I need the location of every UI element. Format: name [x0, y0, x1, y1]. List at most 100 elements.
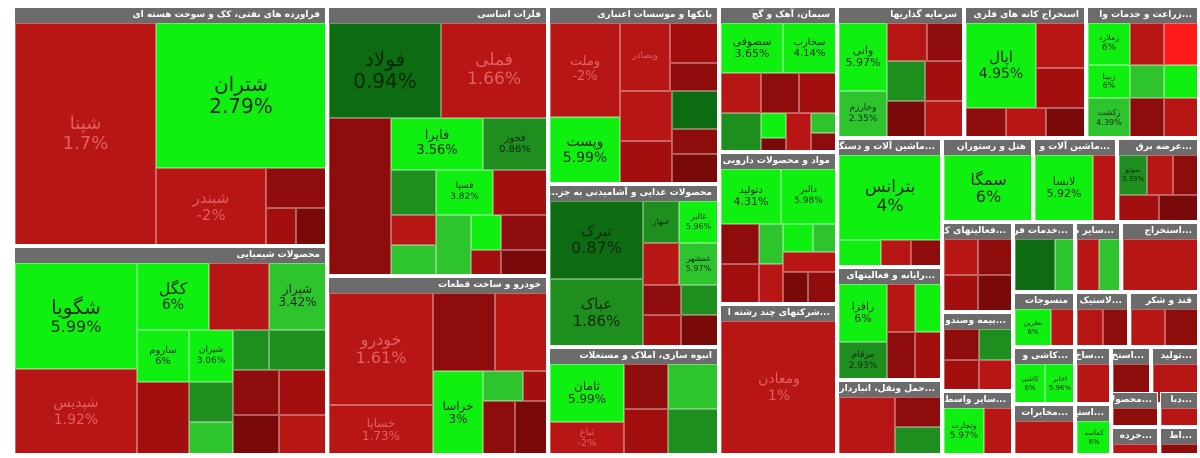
tile-small[interactable]: [681, 315, 717, 345]
tile-small[interactable]: [1165, 309, 1197, 345]
tile-small[interactable]: [1164, 65, 1197, 98]
tile-small[interactable]: [895, 397, 940, 427]
tile-small[interactable]: [811, 133, 835, 150]
tile-small[interactable]: [984, 408, 1011, 453]
tile-small[interactable]: [783, 224, 813, 252]
tile-small[interactable]: [391, 245, 436, 274]
tile-small[interactable]: [887, 101, 925, 136]
tile-small[interactable]: [721, 264, 759, 302]
tile-small[interactable]: [1173, 155, 1197, 195]
tile-small[interactable]: [670, 23, 717, 63]
tile-small[interactable]: [915, 332, 940, 378]
tile-akhaber[interactable]: اخابر 5.96%: [1045, 364, 1073, 402]
tile-small[interactable]: [233, 415, 279, 453]
tile-small[interactable]: [624, 409, 668, 453]
tile-small[interactable]: [233, 370, 279, 415]
tile-small[interactable]: [761, 138, 786, 150]
tile-small[interactable]: [266, 208, 296, 244]
tile-small[interactable]: [391, 170, 436, 215]
sector-rubber[interactable]: ...لاستیک و: [1076, 293, 1128, 346]
tile-small[interactable]: [209, 263, 269, 330]
tile-small[interactable]: [1015, 421, 1073, 453]
tile-small[interactable]: [1077, 364, 1109, 402]
tile-small[interactable]: [783, 272, 808, 302]
sector-metals[interactable]: فلزات اساسی فولاد 0.94% فملی 1.66% فایرا…: [328, 7, 547, 275]
tile-abak[interactable]: عباک 1.86%: [550, 279, 643, 345]
tile-small[interactable]: [279, 370, 325, 415]
tile-samga[interactable]: سمگا 6%: [944, 155, 1031, 220]
tile-small[interactable]: [1077, 309, 1103, 345]
tile-kamasa[interactable]: کماسه 6%: [1077, 421, 1109, 453]
tile-sabad[interactable]: ثباغ -2%: [550, 422, 624, 453]
tile-small[interactable]: [1131, 309, 1165, 345]
sector-realestate[interactable]: انبوه سازی، املاک و مستغلات ثامان 5.99% …: [549, 348, 718, 454]
tile-saman[interactable]: ثامان 5.99%: [550, 364, 624, 422]
sector-agri[interactable]: ...زراعت و خدمات وا زملارد 6% زبینا 6% ز…: [1087, 7, 1198, 137]
tile-vani[interactable]: وانی 5.97%: [839, 23, 887, 91]
tile-foolad2[interactable]: فخوز 0.86%: [483, 118, 546, 170]
tile-small[interactable]: [808, 272, 835, 302]
tile-small[interactable]: [1119, 195, 1159, 220]
sector-small1[interactable]: ...دبا: [1160, 392, 1198, 426]
sector-extraction[interactable]: ...استخراج: [1122, 223, 1198, 291]
tile-zamaled[interactable]: زملارد 6%: [1088, 23, 1130, 65]
tile-small[interactable]: [786, 113, 811, 150]
tile-small[interactable]: [966, 108, 1006, 136]
tile-sofi[interactable]: سصوفی 3.65%: [721, 23, 783, 73]
tile-small[interactable]: [436, 215, 471, 274]
tile-ghamsher[interactable]: غمشهر 5.97%: [679, 243, 717, 285]
tile-small[interactable]: [269, 330, 325, 370]
tile-shatran[interactable]: شتران 2.79%: [156, 23, 325, 168]
tile-khodro[interactable]: خودرو 1.61%: [329, 293, 433, 405]
tile-vpost[interactable]: وپست 5.99%: [550, 117, 620, 182]
tile-small[interactable]: [672, 91, 717, 129]
tile-small[interactable]: [1123, 239, 1197, 290]
tile-small[interactable]: [137, 382, 189, 453]
tile-small[interactable]: [501, 215, 546, 250]
tile-small[interactable]: [1051, 309, 1073, 345]
tile-dalber[interactable]: دالبر 5.98%: [781, 169, 835, 224]
tile-small[interactable]: [1164, 23, 1197, 65]
tile-small[interactable]: [927, 23, 962, 61]
sector-pharma[interactable]: مواد و محصولات دارویی دتولید 4.31% دالبر…: [720, 153, 836, 303]
sector-activities-k[interactable]: ...فعالیتهای ک: [943, 223, 1012, 311]
tile-small[interactable]: [620, 141, 672, 182]
tile-apal[interactable]: اپال 4.95%: [966, 23, 1036, 108]
tile-small[interactable]: [944, 360, 979, 389]
tile-lapsa[interactable]: لابسا 5.92%: [1035, 155, 1093, 220]
sector-wood[interactable]: ...خرده: [1112, 428, 1158, 454]
sector-financial[interactable]: ...سایر واسط وتجارت 5.97%: [943, 392, 1012, 454]
tile-small[interactable]: [672, 154, 717, 182]
tile-betranes[interactable]: بترانس 4%: [839, 155, 940, 240]
sector-petroleum[interactable]: فراورده های نفتی، کک و سوخت هسته ای شپنا…: [14, 7, 326, 245]
tile-small[interactable]: [1130, 23, 1164, 65]
tile-small[interactable]: [668, 409, 717, 453]
sector-extract2[interactable]: ...استخ کماسه 6%: [1076, 405, 1110, 454]
tile-small[interactable]: [501, 250, 546, 274]
tile-kheramsa[interactable]: خراسا 3%: [433, 371, 483, 453]
tile-small[interactable]: [944, 239, 978, 275]
tile-small[interactable]: [759, 224, 783, 264]
sector-sugar[interactable]: قند و شکر: [1130, 293, 1198, 346]
tile-small[interactable]: [624, 364, 668, 409]
tile-small[interactable]: [189, 382, 233, 422]
tile-zeyna[interactable]: زبینا 6%: [1088, 65, 1130, 98]
tile-small[interactable]: [515, 401, 546, 453]
tile-small[interactable]: [1130, 65, 1164, 98]
sector-ceramic[interactable]: ...کاشی و کاشی 6% اخابر 5.96%: [1014, 348, 1074, 403]
tile-sheena[interactable]: شپنا 1.7%: [15, 23, 156, 244]
sector-food[interactable]: محصولات غذایی و آشامیدنی به جز... تبرک 0…: [549, 185, 718, 346]
sector-retail[interactable]: ...مخابرات: [1014, 405, 1074, 454]
tile-small[interactable]: [495, 293, 546, 371]
tile-small[interactable]: [668, 364, 717, 409]
sector-nonmetal[interactable]: ...ساخ: [1076, 348, 1110, 403]
tile-small[interactable]: [471, 250, 501, 274]
tile-kashi[interactable]: کاشی 6%: [1015, 364, 1045, 402]
sector-insurance[interactable]: ...بیمه وصندو: [943, 313, 1012, 390]
tile-small[interactable]: [721, 224, 759, 264]
tile-small[interactable]: [721, 113, 761, 150]
tile-ghaser[interactable]: غالبر 5.96%: [679, 201, 717, 243]
sector-chemical[interactable]: محصولات شیمیایی شگویا 5.99% شپدیس 1.92% …: [14, 247, 326, 454]
tile-kegel[interactable]: کگل 6%: [137, 263, 209, 330]
tile-small[interactable]: [1006, 108, 1046, 136]
